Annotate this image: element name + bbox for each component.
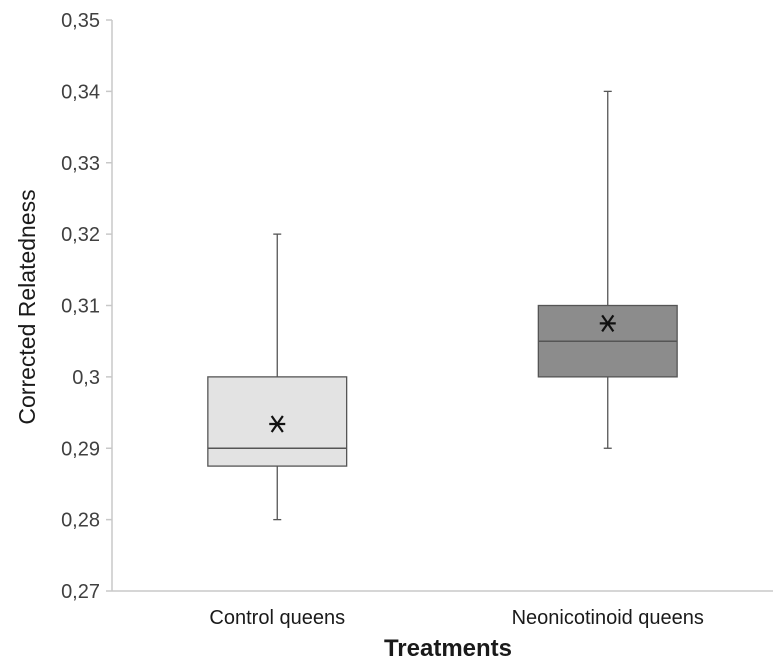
y-axis-label: Corrected Relatedness [14,189,40,424]
y-axis: 0,27 0,28 0,29 0,3 0,31 0,32 0,33 0,34 0,35 [61,10,113,603]
x-axis: Control queens Neonicotinoid queens [112,590,773,629]
y-tick-label: 0,32 [61,224,100,246]
y-tick-label: 0,34 [61,81,100,103]
mean-marker [269,415,286,433]
x-category-label: Neonicotinoid queens [512,607,704,629]
boxes [207,90,678,521]
y-tick-label: 0,35 [61,10,100,32]
y-tick-label: 0,29 [61,438,100,460]
x-category-label: Control queens [209,607,345,629]
box-2 [537,90,678,449]
box-1 [207,233,348,521]
y-tick-label: 0,28 [61,510,100,532]
y-tick-label: 0,31 [61,296,100,318]
mean-marker [599,314,616,332]
y-tick-label: 0,3 [72,367,100,389]
iqr-box [207,376,348,467]
y-tick-label: 0,27 [61,581,100,603]
x-axis-label: Treatments [384,635,512,662]
y-tick-label: 0,33 [61,153,100,175]
